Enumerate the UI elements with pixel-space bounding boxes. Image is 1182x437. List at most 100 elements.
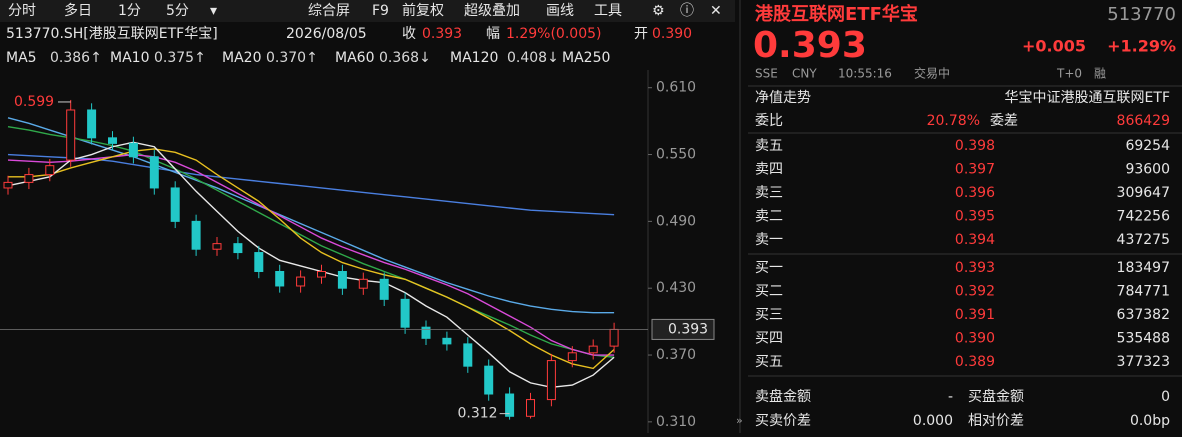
book-price: 0.393 (955, 260, 995, 276)
toolbar-button[interactable]: F9 (372, 3, 389, 19)
toolbar-button[interactable]: 5分 (166, 3, 189, 19)
fund-name: 华宝中证港股通互联网ETF (1005, 90, 1170, 106)
wc-label: 委差 (990, 113, 1018, 129)
collapse-arrow[interactable]: » (736, 414, 743, 427)
y-tick-label: 0.370 (656, 347, 696, 363)
ma-name: MA5 (6, 50, 37, 66)
ma-value: 0.370↑ (266, 50, 318, 66)
book-volume: 437275 (1117, 232, 1170, 248)
info-date: 2026/08/05 (286, 26, 367, 42)
book-price: 0.396 (955, 185, 995, 201)
ma-line (7, 117, 615, 314)
ma-line (7, 141, 615, 389)
quote-title: 港股互联网ETF华宝 (755, 3, 918, 25)
candle-body (463, 343, 473, 367)
status: 10:55:16 (838, 67, 892, 81)
candle-body (526, 399, 535, 417)
book-label: 卖三 (755, 185, 783, 201)
ma-line (8, 148, 615, 370)
toolbar-button[interactable]: 多日 (64, 2, 92, 19)
book-volume: 637382 (1117, 307, 1170, 323)
book-volume: 784771 (1117, 284, 1170, 300)
quote-code: 513770 (1107, 4, 1176, 25)
ma-line (7, 153, 615, 216)
info-open: 0.390 (652, 26, 692, 42)
wc-value: 866429 (1117, 113, 1170, 129)
candle-body (87, 109, 97, 139)
footer-cell: 0 (1161, 389, 1170, 405)
dropdown[interactable]: ▾ (210, 3, 217, 19)
ma-name: MA120 (450, 50, 498, 66)
candle-body (588, 345, 598, 354)
toolbar-button[interactable]: 画线 (546, 3, 574, 19)
candle-body (358, 278, 368, 289)
candle-body (546, 360, 556, 401)
candle-body (191, 220, 201, 250)
book-label: 买一 (755, 260, 783, 276)
margin-flag: 融 (1094, 67, 1106, 81)
toolbar-button[interactable]: 工具 (594, 3, 622, 19)
book-label: 买三 (755, 307, 783, 323)
y-tick-label: 0.490 (656, 213, 696, 229)
candle-body (233, 243, 243, 254)
footer-cell: 卖盘金额 (755, 388, 811, 405)
settings-icon[interactable]: ⚙ (652, 3, 665, 19)
info-range: 1.29%(0.005) (506, 26, 601, 42)
candle-body (128, 142, 138, 158)
candle-body (379, 278, 389, 300)
candle-body (3, 181, 13, 189)
candle-body (66, 109, 76, 161)
y-tick-label: 0.310 (656, 414, 696, 430)
candle-body (317, 270, 326, 278)
book-price: 0.394 (955, 232, 995, 248)
wb-value: 20.78% (927, 113, 980, 129)
candle-body (296, 276, 306, 287)
book-price: 0.389 (955, 354, 995, 370)
high-annotation: 0.599 (14, 94, 54, 110)
ma-name: MA60 (335, 50, 374, 66)
ma-value: 0.386↑ (50, 50, 102, 66)
help-icon[interactable]: ⓘ (680, 3, 694, 19)
status: SSE (755, 67, 778, 81)
y-tick-label: 0.430 (656, 280, 696, 296)
book-volume: 69254 (1125, 138, 1170, 154)
wb-label: 委比 (755, 113, 783, 129)
low-annotation: 0.312 (458, 406, 498, 422)
candle-body (609, 328, 619, 347)
candle-body (484, 365, 494, 395)
ma-name: MA250 (562, 50, 610, 66)
toolbar-button[interactable]: 超级叠加 (464, 3, 520, 19)
book-price: 0.398 (955, 138, 995, 154)
candle-body (505, 393, 515, 417)
book-price: 0.392 (955, 284, 995, 300)
ma-name: MA20 (222, 50, 261, 66)
book-price: 0.390 (955, 331, 995, 347)
candle-body (108, 137, 117, 144)
footer-cell: 0.000 (913, 413, 953, 429)
nav-label: 净值走势 (755, 90, 811, 106)
info-range-label: 幅 (486, 26, 500, 42)
close-icon[interactable]: ✕ (710, 3, 722, 19)
info-close-label: 收 (402, 26, 416, 42)
last-price-label: 0.393 (668, 321, 708, 337)
ma-value: 0.408↓ (507, 50, 559, 66)
y-tick-label: 0.610 (656, 80, 696, 96)
ma-value: 0.368↓ (379, 50, 431, 66)
book-volume: 377323 (1117, 354, 1170, 370)
candle-body (254, 252, 264, 272)
book-volume: 535488 (1117, 331, 1170, 347)
toolbar-button[interactable]: 前复权 (402, 2, 444, 19)
book-price: 0.391 (955, 307, 995, 323)
book-volume: 183497 (1117, 260, 1170, 276)
last-price-box (651, 318, 715, 340)
toolbar-button[interactable]: 分时 (8, 3, 36, 19)
quote-change: +0.005 (1022, 37, 1086, 56)
candle-body (212, 243, 222, 250)
candle-body (400, 298, 410, 328)
toolbar-button[interactable]: 综合屏 (308, 3, 350, 19)
info-open-label: 开 (634, 26, 648, 42)
ma-name: MA10 (110, 50, 149, 66)
candle-body (170, 187, 180, 222)
y-tick-label: 0.550 (656, 147, 696, 163)
toolbar-button[interactable]: 1分 (118, 3, 141, 19)
